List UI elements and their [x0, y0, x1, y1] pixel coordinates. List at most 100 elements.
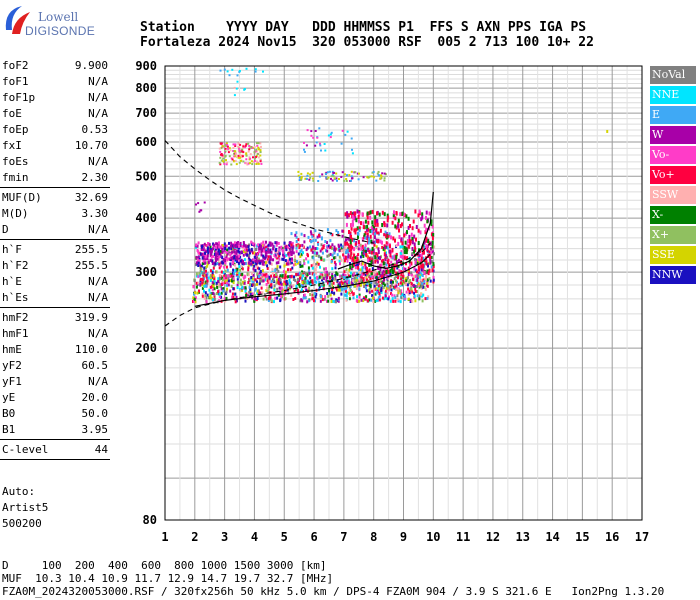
echo-point: [234, 150, 237, 153]
echo-point: [209, 258, 212, 262]
echo-point: [328, 282, 331, 286]
echo-point: [288, 287, 291, 291]
echo-point: [203, 296, 206, 300]
footer-file-line: FZA0M_2024320053000.RSF / 320fx256h 50 k…: [2, 585, 665, 598]
echo-point: [200, 264, 203, 268]
echo-point: [230, 274, 233, 278]
echo-point: [349, 231, 352, 236]
echo-point: [355, 218, 358, 223]
echo-point: [373, 225, 375, 230]
echo-point: [235, 87, 238, 90]
echo-point: [367, 176, 370, 179]
echo-point: [241, 245, 244, 248]
echo-point: [197, 281, 200, 285]
echo-point: [305, 272, 308, 276]
echo-point: [330, 300, 333, 303]
param-value: 0.53: [81, 123, 109, 136]
echo-point: [235, 255, 238, 259]
echo-point: [344, 244, 347, 248]
echo-point: [238, 150, 241, 153]
echo-point: [218, 147, 221, 150]
echo-point: [358, 293, 361, 297]
echo-point: [270, 274, 273, 278]
echo-point: [380, 259, 383, 263]
echo-point: [199, 269, 202, 273]
param-row: M(D) 3.30: [0, 206, 110, 222]
echo-point: [416, 273, 419, 277]
echo-point: [375, 229, 378, 234]
echo-point: [371, 171, 374, 174]
echo-point: [337, 299, 340, 303]
echo-point: [382, 274, 385, 278]
echo-point: [287, 259, 290, 263]
echo-point: [322, 277, 325, 281]
echo-point: [311, 171, 314, 174]
y-tick-label: 500: [135, 169, 157, 183]
echo-point: [235, 269, 238, 273]
echo-point: [234, 263, 237, 267]
echo-point: [397, 258, 400, 262]
echo-point: [410, 232, 413, 237]
echo-point: [276, 278, 279, 282]
echo-point: [255, 163, 258, 165]
echo-point: [202, 259, 205, 263]
echo-point: [256, 280, 258, 284]
echo-point: [395, 284, 398, 288]
echo-point: [394, 299, 397, 303]
echo-point: [410, 271, 413, 275]
echo-point: [343, 259, 346, 263]
echo-point: [236, 74, 239, 77]
echo-point: [228, 147, 231, 150]
echo-point: [247, 256, 250, 260]
echo-point: [358, 274, 361, 278]
y-tick-label: 600: [135, 135, 157, 149]
echo-point: [304, 276, 307, 280]
echo-point: [425, 210, 428, 215]
echo-point: [279, 278, 282, 282]
echo-point: [386, 255, 388, 259]
echo-point: [207, 276, 210, 280]
echo-point: [306, 252, 309, 256]
echo-point: [329, 252, 332, 256]
echo-point: [318, 127, 321, 130]
echo-point: [383, 297, 385, 301]
param-separator: [0, 239, 110, 240]
echo-point: [223, 297, 226, 301]
echo-point: [295, 250, 298, 254]
echo-point: [346, 214, 349, 219]
echo-point: [326, 249, 329, 253]
echo-point: [228, 155, 231, 158]
echo-point: [361, 266, 364, 270]
echo-point: [215, 292, 218, 295]
echo-point: [212, 266, 215, 270]
echo-point: [247, 162, 250, 165]
echo-point: [348, 237, 351, 242]
echo-point: [283, 241, 286, 245]
echo-point: [226, 161, 229, 164]
echo-point: [266, 286, 269, 290]
echo-point: [242, 274, 245, 278]
echo-point: [398, 235, 401, 239]
echo-point: [204, 255, 207, 259]
echo-point: [315, 262, 318, 266]
echo-point: [349, 293, 352, 297]
echo-point: [206, 264, 209, 268]
echo-point: [375, 227, 378, 231]
echo-point: [314, 229, 317, 233]
echo-point: [245, 154, 248, 157]
echo-point: [195, 261, 198, 265]
echo-point: [371, 267, 374, 271]
echo-point: [318, 283, 321, 287]
echo-point: [431, 268, 434, 273]
echo-point: [337, 243, 340, 247]
echo-point: [274, 248, 277, 252]
echo-point: [414, 299, 417, 303]
echo-point: [406, 230, 408, 235]
echo-point: [321, 276, 324, 280]
echo-point: [300, 272, 303, 275]
echo-point: [296, 281, 299, 285]
echo-point: [249, 153, 252, 156]
echo-point: [355, 228, 358, 232]
echo-point: [374, 232, 376, 236]
echo-point: [252, 260, 254, 264]
